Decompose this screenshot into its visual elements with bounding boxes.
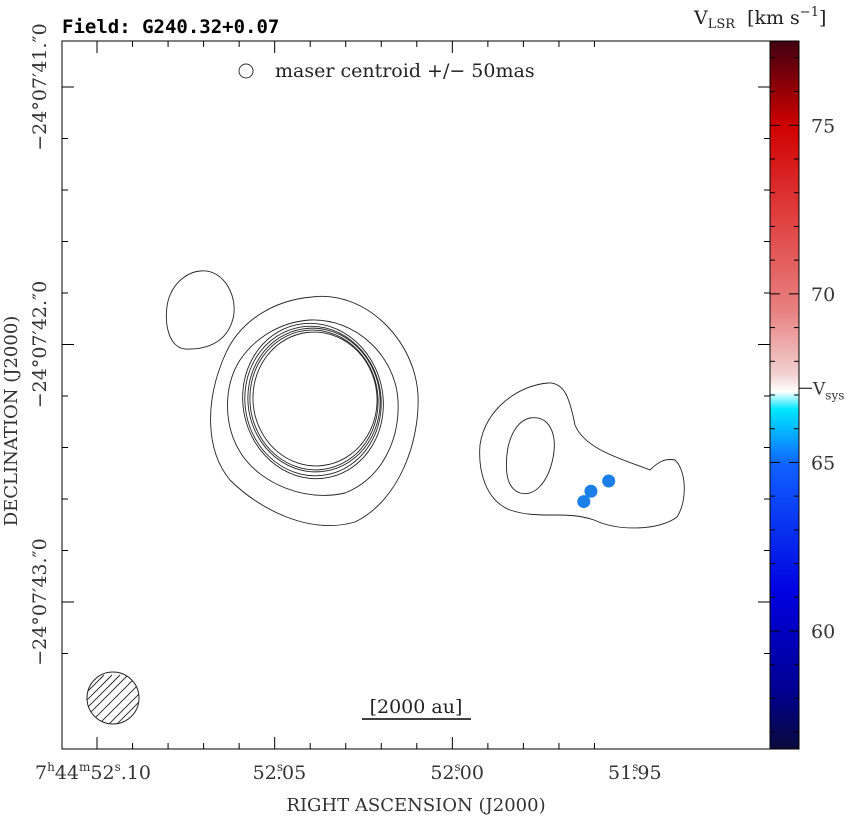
x-tick-label: 52s.05: [253, 760, 307, 784]
x-tick-label: 7h44m52s.10: [35, 760, 151, 784]
svg-text:7h44m52s.10: 7h44m52s.10: [35, 760, 151, 784]
y-tick-label: −24°07′43.″0: [29, 538, 51, 666]
x-tick-labels: 7h44m52s.10 52s.05 52s.00 51s.95: [35, 760, 662, 784]
svg-text:51s.95: 51s.95: [608, 760, 662, 784]
contour-east: [479, 382, 685, 529]
plot-frame: [61, 40, 771, 750]
colorbar-title: VLSR [km s−1]: [693, 5, 826, 32]
contour-main-5: [247, 327, 381, 473]
y-axis-label: DECLINATION (J2000): [1, 316, 22, 527]
colorbar-tick-label: 75: [811, 115, 835, 137]
beam-ellipse: [86, 671, 140, 725]
maser-spot: [602, 474, 616, 488]
contour-main-2: [227, 319, 399, 496]
colorbar-tick-label: 60: [811, 621, 835, 643]
scale-bar-label: [2000 au]: [370, 696, 463, 718]
maser-spots: [577, 474, 616, 509]
colorbar-tick-labels: 60 65 70 75: [811, 115, 835, 643]
chart-title: Field: G240.32+0.07: [62, 16, 279, 38]
x-axis-label: RIGHT ASCENSION (J2000): [286, 795, 545, 816]
contour-main-3: [242, 322, 384, 480]
colorbar-tick-label: 65: [811, 452, 835, 474]
contour-main-4: [244, 325, 382, 477]
axis-ticks: [62, 41, 770, 749]
contour-main-6: [249, 329, 379, 471]
contour-main-7: [252, 331, 378, 467]
x-tick-label: 51s.95: [608, 760, 662, 784]
y-tick-label: −24°07′41.″0: [29, 23, 51, 151]
vsys-marker: Vsys: [799, 379, 844, 402]
x-tick-label: 52s.00: [430, 760, 484, 784]
contour-nw: [165, 270, 235, 350]
maser-spot: [577, 495, 591, 509]
svg-text:52s.05: 52s.05: [253, 760, 307, 784]
maser-spot: [584, 484, 598, 498]
contour-east-inner: [506, 417, 555, 495]
contour-layer: [165, 270, 685, 529]
legend-label: maser centroid +/− 50mas: [275, 60, 535, 82]
colorbar-tick-label: 70: [811, 284, 835, 306]
colorbar-ticks: [770, 57, 799, 733]
legend-circle-icon: [238, 63, 254, 79]
vsys-label: Vsys: [812, 379, 844, 402]
y-tick-labels: −24°07′41.″0 −24°07′42.″0 −24°07′43.″0: [29, 23, 51, 666]
y-tick-label: −24°07′42.″0: [29, 281, 51, 409]
contour-main-1: [210, 295, 419, 526]
svg-text:52s.00: 52s.00: [430, 760, 484, 784]
